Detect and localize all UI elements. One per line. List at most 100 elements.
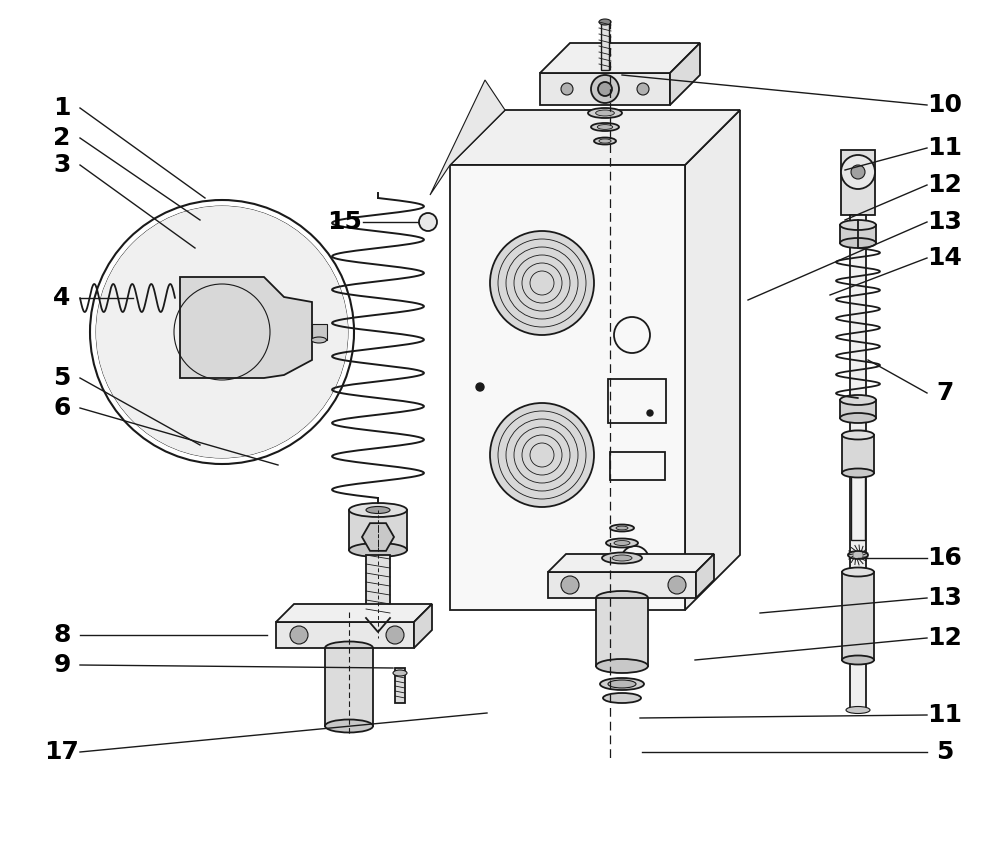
Ellipse shape <box>603 693 641 703</box>
Bar <box>366 555 390 618</box>
Ellipse shape <box>325 719 373 733</box>
Circle shape <box>419 213 437 231</box>
Bar <box>540 73 670 105</box>
Ellipse shape <box>616 526 628 530</box>
Ellipse shape <box>349 543 407 557</box>
Ellipse shape <box>600 678 644 690</box>
Ellipse shape <box>606 538 638 548</box>
Text: 9: 9 <box>53 653 71 677</box>
Bar <box>851 430 865 540</box>
Circle shape <box>668 576 686 594</box>
Circle shape <box>561 83 573 95</box>
Text: 10: 10 <box>928 93 962 117</box>
Ellipse shape <box>840 238 876 248</box>
Text: 14: 14 <box>928 246 962 270</box>
Text: 15: 15 <box>328 210 362 234</box>
Ellipse shape <box>840 395 876 405</box>
Circle shape <box>96 206 348 458</box>
Ellipse shape <box>599 139 611 143</box>
Text: 6: 6 <box>53 396 71 420</box>
Circle shape <box>290 626 308 644</box>
Text: 3: 3 <box>53 153 71 177</box>
Text: 2: 2 <box>53 126 71 150</box>
Text: 7: 7 <box>936 381 954 405</box>
Ellipse shape <box>599 19 611 25</box>
Polygon shape <box>450 165 685 610</box>
Circle shape <box>561 576 579 594</box>
Ellipse shape <box>591 75 619 103</box>
Text: 8: 8 <box>53 623 71 647</box>
Text: 5: 5 <box>53 366 71 390</box>
Ellipse shape <box>602 553 642 564</box>
Text: 11: 11 <box>928 136 962 160</box>
Bar <box>842 572 874 660</box>
Circle shape <box>647 410 653 416</box>
Ellipse shape <box>596 591 648 605</box>
Text: 4: 4 <box>53 286 71 310</box>
Bar <box>610 452 665 480</box>
Ellipse shape <box>848 551 868 559</box>
Circle shape <box>476 383 484 391</box>
Polygon shape <box>696 554 714 598</box>
Circle shape <box>490 403 594 507</box>
Polygon shape <box>276 604 432 622</box>
Ellipse shape <box>591 123 619 131</box>
Ellipse shape <box>366 506 390 513</box>
Ellipse shape <box>608 680 636 688</box>
Ellipse shape <box>597 125 613 129</box>
Ellipse shape <box>588 108 622 118</box>
Ellipse shape <box>614 540 630 545</box>
Text: 5: 5 <box>936 740 954 764</box>
Ellipse shape <box>598 82 612 96</box>
Ellipse shape <box>840 220 876 230</box>
Polygon shape <box>540 43 700 73</box>
Ellipse shape <box>393 670 407 676</box>
Ellipse shape <box>610 524 634 532</box>
Text: 17: 17 <box>45 740 79 764</box>
Polygon shape <box>180 277 312 378</box>
Polygon shape <box>414 604 432 648</box>
Polygon shape <box>548 554 714 572</box>
Text: 1: 1 <box>53 96 71 120</box>
Text: 11: 11 <box>928 703 962 727</box>
Ellipse shape <box>596 659 648 673</box>
Bar <box>841 150 875 215</box>
Text: 16: 16 <box>928 546 962 570</box>
Bar <box>548 572 696 598</box>
Ellipse shape <box>312 337 327 343</box>
Circle shape <box>841 155 875 189</box>
Ellipse shape <box>349 503 407 517</box>
Polygon shape <box>685 110 740 610</box>
Ellipse shape <box>594 138 616 144</box>
Ellipse shape <box>596 110 614 116</box>
Text: 13: 13 <box>928 586 962 610</box>
Bar <box>601 22 609 70</box>
Circle shape <box>490 231 594 335</box>
Circle shape <box>637 83 649 95</box>
Ellipse shape <box>846 706 870 713</box>
Ellipse shape <box>842 468 874 478</box>
Circle shape <box>386 626 404 644</box>
Bar <box>312 324 327 340</box>
Text: 12: 12 <box>928 626 962 650</box>
Bar <box>850 215 866 710</box>
Ellipse shape <box>325 641 373 654</box>
Bar <box>842 435 874 473</box>
Bar <box>596 598 648 666</box>
Text: 13: 13 <box>928 210 962 234</box>
Polygon shape <box>670 43 700 105</box>
Text: 12: 12 <box>928 173 962 197</box>
Ellipse shape <box>842 656 874 664</box>
Ellipse shape <box>842 430 874 440</box>
Polygon shape <box>362 523 394 551</box>
Bar <box>840 400 876 418</box>
Polygon shape <box>450 110 740 165</box>
Bar <box>840 225 876 243</box>
Ellipse shape <box>842 567 874 576</box>
Bar <box>608 379 666 423</box>
Circle shape <box>851 165 865 179</box>
Bar <box>395 668 405 703</box>
Bar <box>325 648 373 726</box>
Bar <box>349 510 407 550</box>
Ellipse shape <box>840 413 876 423</box>
